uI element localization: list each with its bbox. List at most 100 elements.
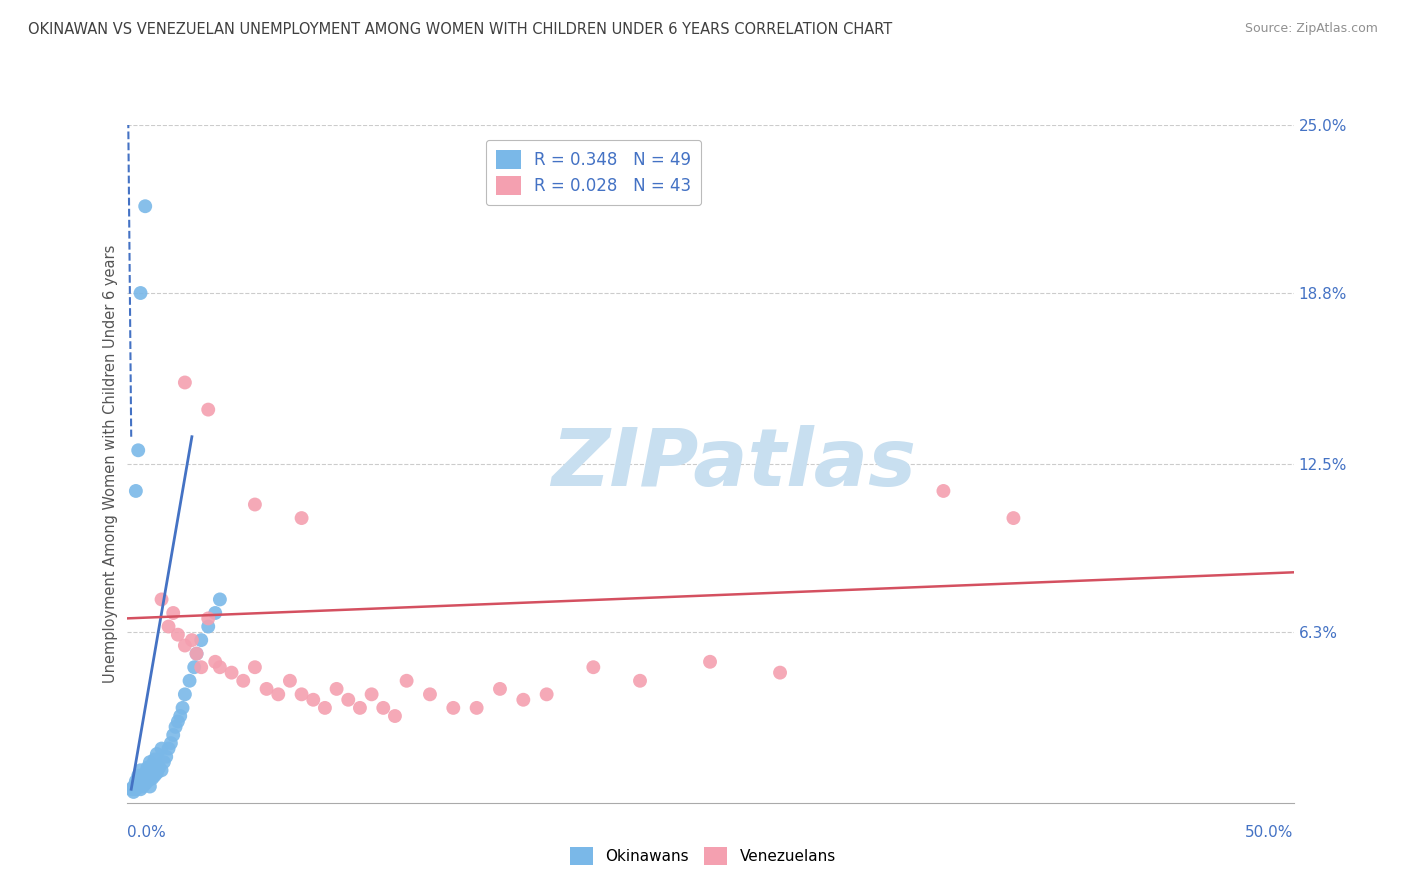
Point <box>120 782 142 797</box>
Point <box>186 647 208 661</box>
Point <box>125 774 148 789</box>
Point <box>129 777 152 791</box>
Point <box>139 780 162 794</box>
Point <box>256 681 278 696</box>
Legend: Okinawans, Venezuelans: Okinawans, Venezuelans <box>564 841 842 871</box>
Point <box>204 606 226 620</box>
Point <box>536 687 558 701</box>
Point <box>465 701 488 715</box>
Point <box>146 747 169 761</box>
Point <box>167 628 190 642</box>
Point <box>174 687 197 701</box>
Point <box>190 660 212 674</box>
Point <box>197 402 219 417</box>
Point <box>395 673 418 688</box>
Point <box>169 709 191 723</box>
Point <box>132 772 155 786</box>
Point <box>349 701 371 715</box>
Point <box>360 687 382 701</box>
Text: Source: ZipAtlas.com: Source: ZipAtlas.com <box>1244 22 1378 36</box>
Point <box>150 592 173 607</box>
Point <box>337 692 360 706</box>
Point <box>165 720 187 734</box>
Point <box>384 709 406 723</box>
Point <box>232 673 254 688</box>
Point <box>186 647 208 661</box>
Point <box>174 376 197 390</box>
Point <box>141 772 163 786</box>
Point <box>136 774 159 789</box>
Text: ZIPatlas: ZIPatlas <box>551 425 915 503</box>
Point <box>582 660 605 674</box>
Point <box>150 741 173 756</box>
Point <box>129 764 152 778</box>
Point <box>628 673 651 688</box>
Point <box>143 752 166 766</box>
Point <box>122 785 145 799</box>
Point <box>125 483 148 498</box>
Point <box>267 687 290 701</box>
Point <box>183 660 205 674</box>
Point <box>146 766 169 780</box>
Point <box>179 673 201 688</box>
Point <box>221 665 243 680</box>
Point <box>127 443 149 458</box>
Point <box>208 592 231 607</box>
Point <box>148 760 170 774</box>
Point <box>197 611 219 625</box>
Point <box>129 782 152 797</box>
Point <box>489 681 512 696</box>
Point <box>134 199 156 213</box>
Point <box>278 673 301 688</box>
Point <box>167 714 190 729</box>
Point <box>132 780 155 794</box>
Point <box>141 757 163 772</box>
Point <box>153 755 176 769</box>
Point <box>325 681 347 696</box>
Point <box>314 701 336 715</box>
Point <box>127 769 149 783</box>
Point <box>373 701 395 715</box>
Y-axis label: Unemployment Among Women with Children Under 6 years: Unemployment Among Women with Children U… <box>103 244 118 683</box>
Point <box>174 639 197 653</box>
Point <box>122 780 145 794</box>
Point <box>197 619 219 633</box>
Point <box>139 755 162 769</box>
Point <box>136 760 159 774</box>
Point <box>155 749 177 764</box>
Point <box>290 687 312 701</box>
Point <box>769 665 792 680</box>
Point <box>143 769 166 783</box>
Point <box>512 692 534 706</box>
Point <box>134 766 156 780</box>
Point <box>160 736 183 750</box>
Point <box>204 655 226 669</box>
Point <box>134 777 156 791</box>
Point <box>932 483 955 498</box>
Text: OKINAWAN VS VENEZUELAN UNEMPLOYMENT AMONG WOMEN WITH CHILDREN UNDER 6 YEARS CORR: OKINAWAN VS VENEZUELAN UNEMPLOYMENT AMON… <box>28 22 893 37</box>
Point <box>419 687 441 701</box>
Point <box>208 660 231 674</box>
Text: 50.0%: 50.0% <box>1246 825 1294 839</box>
Point <box>127 780 149 794</box>
Legend: R = 0.348   N = 49, R = 0.028   N = 43: R = 0.348 N = 49, R = 0.028 N = 43 <box>485 140 702 205</box>
Point <box>172 701 194 715</box>
Point <box>125 782 148 797</box>
Point <box>290 511 312 525</box>
Point <box>150 764 173 778</box>
Point <box>302 692 325 706</box>
Point <box>157 741 180 756</box>
Point <box>162 606 184 620</box>
Point <box>441 701 464 715</box>
Point <box>180 633 202 648</box>
Point <box>190 633 212 648</box>
Point <box>157 619 180 633</box>
Point <box>243 498 266 512</box>
Point <box>129 285 152 300</box>
Point <box>1002 511 1025 525</box>
Point <box>139 769 162 783</box>
Point <box>243 660 266 674</box>
Point <box>162 728 184 742</box>
Point <box>699 655 721 669</box>
Text: 0.0%: 0.0% <box>127 825 166 839</box>
